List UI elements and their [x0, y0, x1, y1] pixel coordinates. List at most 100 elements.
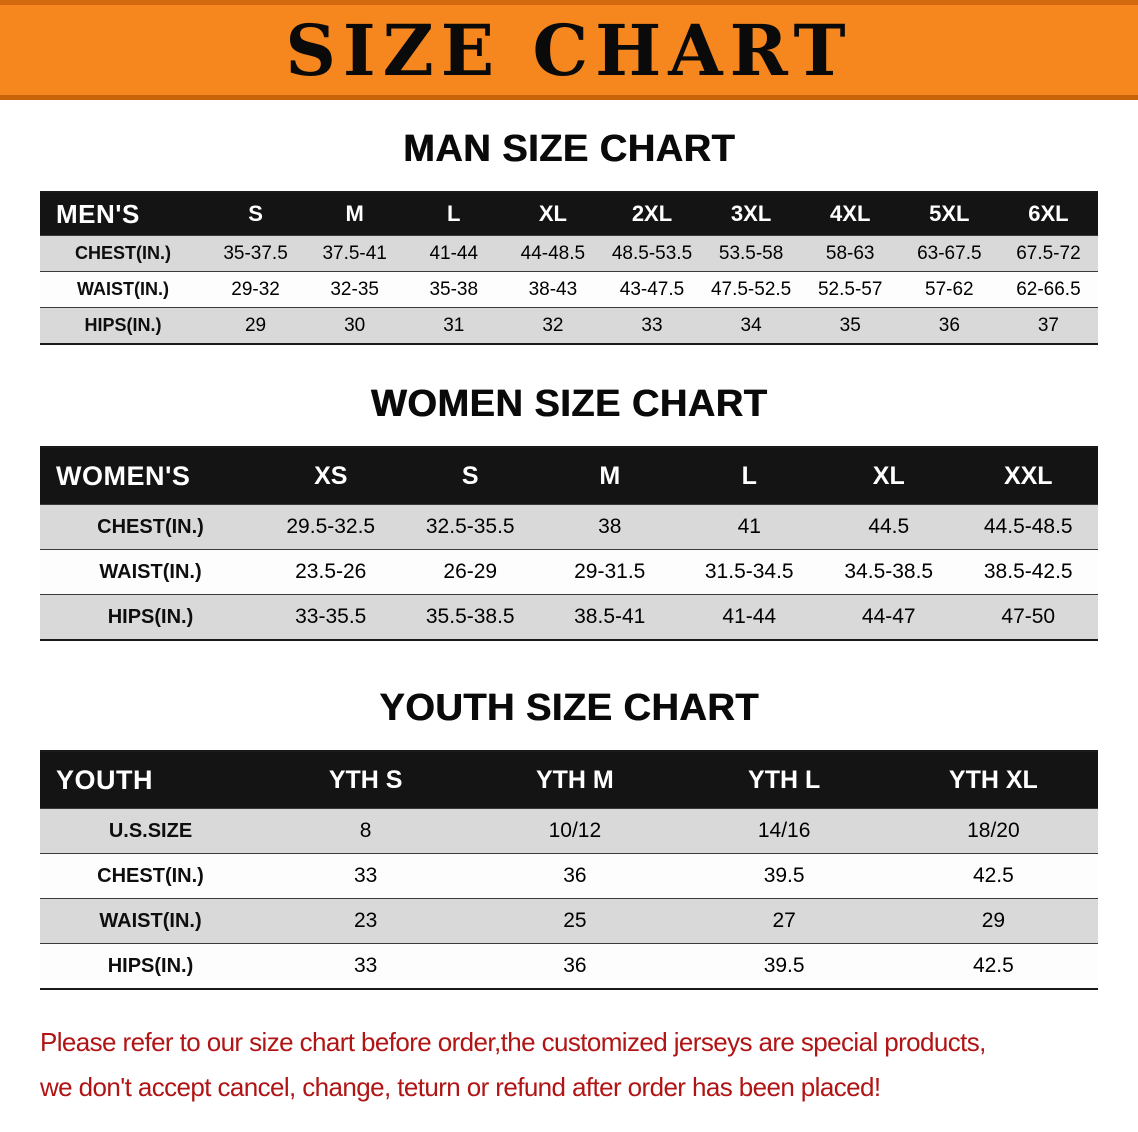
- size-value-cell: 36: [899, 307, 999, 344]
- table-header-row: MEN'S S M L XL 2XL 3XL 4XL 5XL 6XL: [40, 191, 1098, 236]
- size-value-cell: 26-29: [400, 549, 540, 595]
- size-chart-page: SIZE CHART MAN SIZE CHART MEN'S S M L XL 2XL 3…: [0, 0, 1138, 1102]
- size-value-cell: 47.5-52.5: [701, 271, 801, 308]
- size-value-cell: 37.5-41: [305, 235, 405, 272]
- size-value-cell: 42.5: [888, 853, 1098, 899]
- size-value-cell: 29: [206, 307, 306, 344]
- size-column-header: XXL: [958, 446, 1098, 505]
- row-label: HIPS(IN.): [40, 943, 261, 989]
- size-column-header: 6XL: [998, 191, 1098, 236]
- size-value-cell: 41-44: [679, 594, 819, 640]
- size-value-cell: 44-48.5: [503, 235, 603, 272]
- measurement-row: HIPS(IN.) 33 36 39.5 42.5: [40, 943, 1098, 989]
- men-size-section: MAN SIZE CHART MEN'S S M L XL 2XL 3XL 4XL 5XL 6XL…: [0, 128, 1138, 345]
- size-value-cell: 33: [261, 943, 471, 989]
- size-value-cell: 33: [261, 853, 471, 899]
- measurement-row: CHEST(IN.) 33 36 39.5 42.5: [40, 853, 1098, 899]
- page-title: SIZE CHART: [285, 8, 853, 92]
- men-size-table: MEN'S S M L XL 2XL 3XL 4XL 5XL 6XL CHEST(IN.) 35-37…: [40, 191, 1098, 345]
- row-label: WAIST(IN.): [40, 898, 261, 944]
- size-column-header: XS: [261, 446, 401, 505]
- women-size-section: WOMEN SIZE CHART WOMEN'S XS S M L XL XXL CHEST(…: [0, 383, 1138, 641]
- table-group-label: WOMEN'S: [40, 446, 261, 505]
- measurement-row: WAIST(IN.) 23.5-26 26-29 29-31.5 31.5-34.5 34…: [40, 549, 1098, 595]
- size-column-header: YTH M: [470, 750, 680, 809]
- size-value-cell: 58-63: [800, 235, 900, 272]
- measurement-row: HIPS(IN.) 29 30 31 32 33 34 35 36 37: [40, 307, 1098, 344]
- row-label: U.S.SIZE: [40, 808, 261, 854]
- table-group-label: YOUTH: [40, 750, 261, 809]
- row-label: CHEST(IN.): [40, 235, 206, 272]
- size-column-header: S: [206, 191, 306, 236]
- table-header-row: YOUTH YTH S YTH M YTH L YTH XL: [40, 750, 1098, 809]
- size-column-header: YTH XL: [888, 750, 1098, 809]
- disclaimer-line-1: Please refer to our size chart before or…: [40, 1027, 986, 1057]
- size-value-cell: 18/20: [888, 808, 1098, 854]
- size-value-cell: 38.5-42.5: [958, 549, 1098, 595]
- size-value-cell: 47-50: [958, 594, 1098, 640]
- size-value-cell: 34.5-38.5: [819, 549, 959, 595]
- size-value-cell: 52.5-57: [800, 271, 900, 308]
- women-size-table: WOMEN'S XS S M L XL XXL CHEST(IN.) 29.5-32.5 32.5…: [40, 446, 1098, 641]
- size-value-cell: 39.5: [679, 943, 889, 989]
- size-value-cell: 42.5: [888, 943, 1098, 989]
- size-value-cell: 32: [503, 307, 603, 344]
- size-value-cell: 53.5-58: [701, 235, 801, 272]
- size-column-header: S: [400, 446, 540, 505]
- size-value-cell: 29-31.5: [540, 549, 680, 595]
- row-label: HIPS(IN.): [40, 307, 206, 344]
- size-value-cell: 44.5-48.5: [958, 504, 1098, 550]
- size-value-cell: 44.5: [819, 504, 959, 550]
- size-value-cell: 41-44: [404, 235, 504, 272]
- size-value-cell: 33: [602, 307, 702, 344]
- table-group-label: MEN'S: [40, 191, 206, 236]
- size-value-cell: 33-35.5: [261, 594, 401, 640]
- size-value-cell: 35-37.5: [206, 235, 306, 272]
- size-column-header: XL: [503, 191, 603, 236]
- youth-size-section: YOUTH SIZE CHART YOUTH YTH S YTH M YTH L YTH…: [0, 687, 1138, 990]
- size-column-header: L: [679, 446, 819, 505]
- size-value-cell: 34: [701, 307, 801, 344]
- size-column-header: 4XL: [800, 191, 900, 236]
- size-value-cell: 32.5-35.5: [400, 504, 540, 550]
- size-value-cell: 67.5-72: [998, 235, 1098, 272]
- size-value-cell: 38-43: [503, 271, 603, 308]
- size-value-cell: 25: [470, 898, 680, 944]
- size-column-header: YTH L: [679, 750, 889, 809]
- size-column-header: 5XL: [899, 191, 999, 236]
- size-column-header: 2XL: [602, 191, 702, 236]
- row-label: WAIST(IN.): [40, 549, 261, 595]
- size-value-cell: 8: [261, 808, 471, 854]
- row-label: CHEST(IN.): [40, 853, 261, 899]
- size-value-cell: 29-32: [206, 271, 306, 308]
- size-value-cell: 37: [998, 307, 1098, 344]
- size-value-cell: 27: [679, 898, 889, 944]
- size-column-header: L: [404, 191, 504, 236]
- size-value-cell: 41: [679, 504, 819, 550]
- size-value-cell: 29: [888, 898, 1098, 944]
- size-value-cell: 36: [470, 943, 680, 989]
- row-label: HIPS(IN.): [40, 594, 261, 640]
- size-value-cell: 31: [404, 307, 504, 344]
- women-section-heading: WOMEN SIZE CHART: [370, 383, 768, 425]
- size-value-cell: 36: [470, 853, 680, 899]
- size-value-cell: 29.5-32.5: [261, 504, 401, 550]
- size-value-cell: 39.5: [679, 853, 889, 899]
- size-value-cell: 35: [800, 307, 900, 344]
- measurement-row: CHEST(IN.) 29.5-32.5 32.5-35.5 38 41 44.5 44.5…: [40, 504, 1098, 550]
- size-value-cell: 48.5-53.5: [602, 235, 702, 272]
- measurement-row: WAIST(IN.) 29-32 32-35 35-38 38-43 43-47.5 47.…: [40, 271, 1098, 308]
- size-column-header: 3XL: [701, 191, 801, 236]
- size-value-cell: 35-38: [404, 271, 504, 308]
- youth-section-heading: YOUTH SIZE CHART: [379, 687, 759, 729]
- size-column-header: M: [305, 191, 405, 236]
- size-column-header: YTH S: [261, 750, 471, 809]
- size-value-cell: 30: [305, 307, 405, 344]
- size-value-cell: 23: [261, 898, 471, 944]
- size-column-header: M: [540, 446, 680, 505]
- size-column-header: XL: [819, 446, 959, 505]
- measurement-row: HIPS(IN.) 33-35.5 35.5-38.5 38.5-41 41-44 44-…: [40, 594, 1098, 640]
- size-value-cell: 38: [540, 504, 680, 550]
- measurement-row: WAIST(IN.) 23 25 27 29: [40, 898, 1098, 944]
- size-value-cell: 44-47: [819, 594, 959, 640]
